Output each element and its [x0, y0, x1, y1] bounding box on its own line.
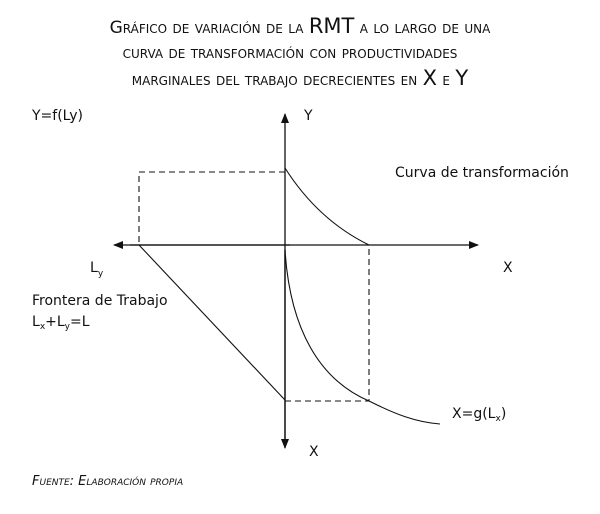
x-axis-bottom-label: X [309, 444, 319, 460]
title-line-2: curva de transformación con productivida… [123, 43, 458, 63]
x-axis-right-label: X [503, 260, 513, 276]
labor-frontier-line [138, 244, 286, 401]
frontier-equation: Lx+Ly=L [32, 314, 90, 332]
y-function-label: Y=f(Ly) [31, 108, 83, 124]
ly-axis-label: Ly [90, 260, 104, 279]
source-note: Fuente: Elaboración propia [32, 474, 183, 489]
x-production-curve [284, 249, 441, 425]
frontier-label: Frontera de Trabajo [32, 293, 168, 309]
x-function-label: X=g(Lx) [452, 406, 506, 424]
y-axis-label: Y [303, 108, 313, 124]
title-line-3: marginales del trabajo decrecientes en X… [132, 66, 469, 90]
curve-label: Curva de transformación [395, 165, 569, 181]
transformation-curve [284, 167, 370, 246]
dashed-projection-y [138, 171, 285, 245]
title-line-1: Gráfico de variación de la RMT a lo larg… [110, 14, 492, 38]
dashed-projection-x [285, 245, 370, 402]
